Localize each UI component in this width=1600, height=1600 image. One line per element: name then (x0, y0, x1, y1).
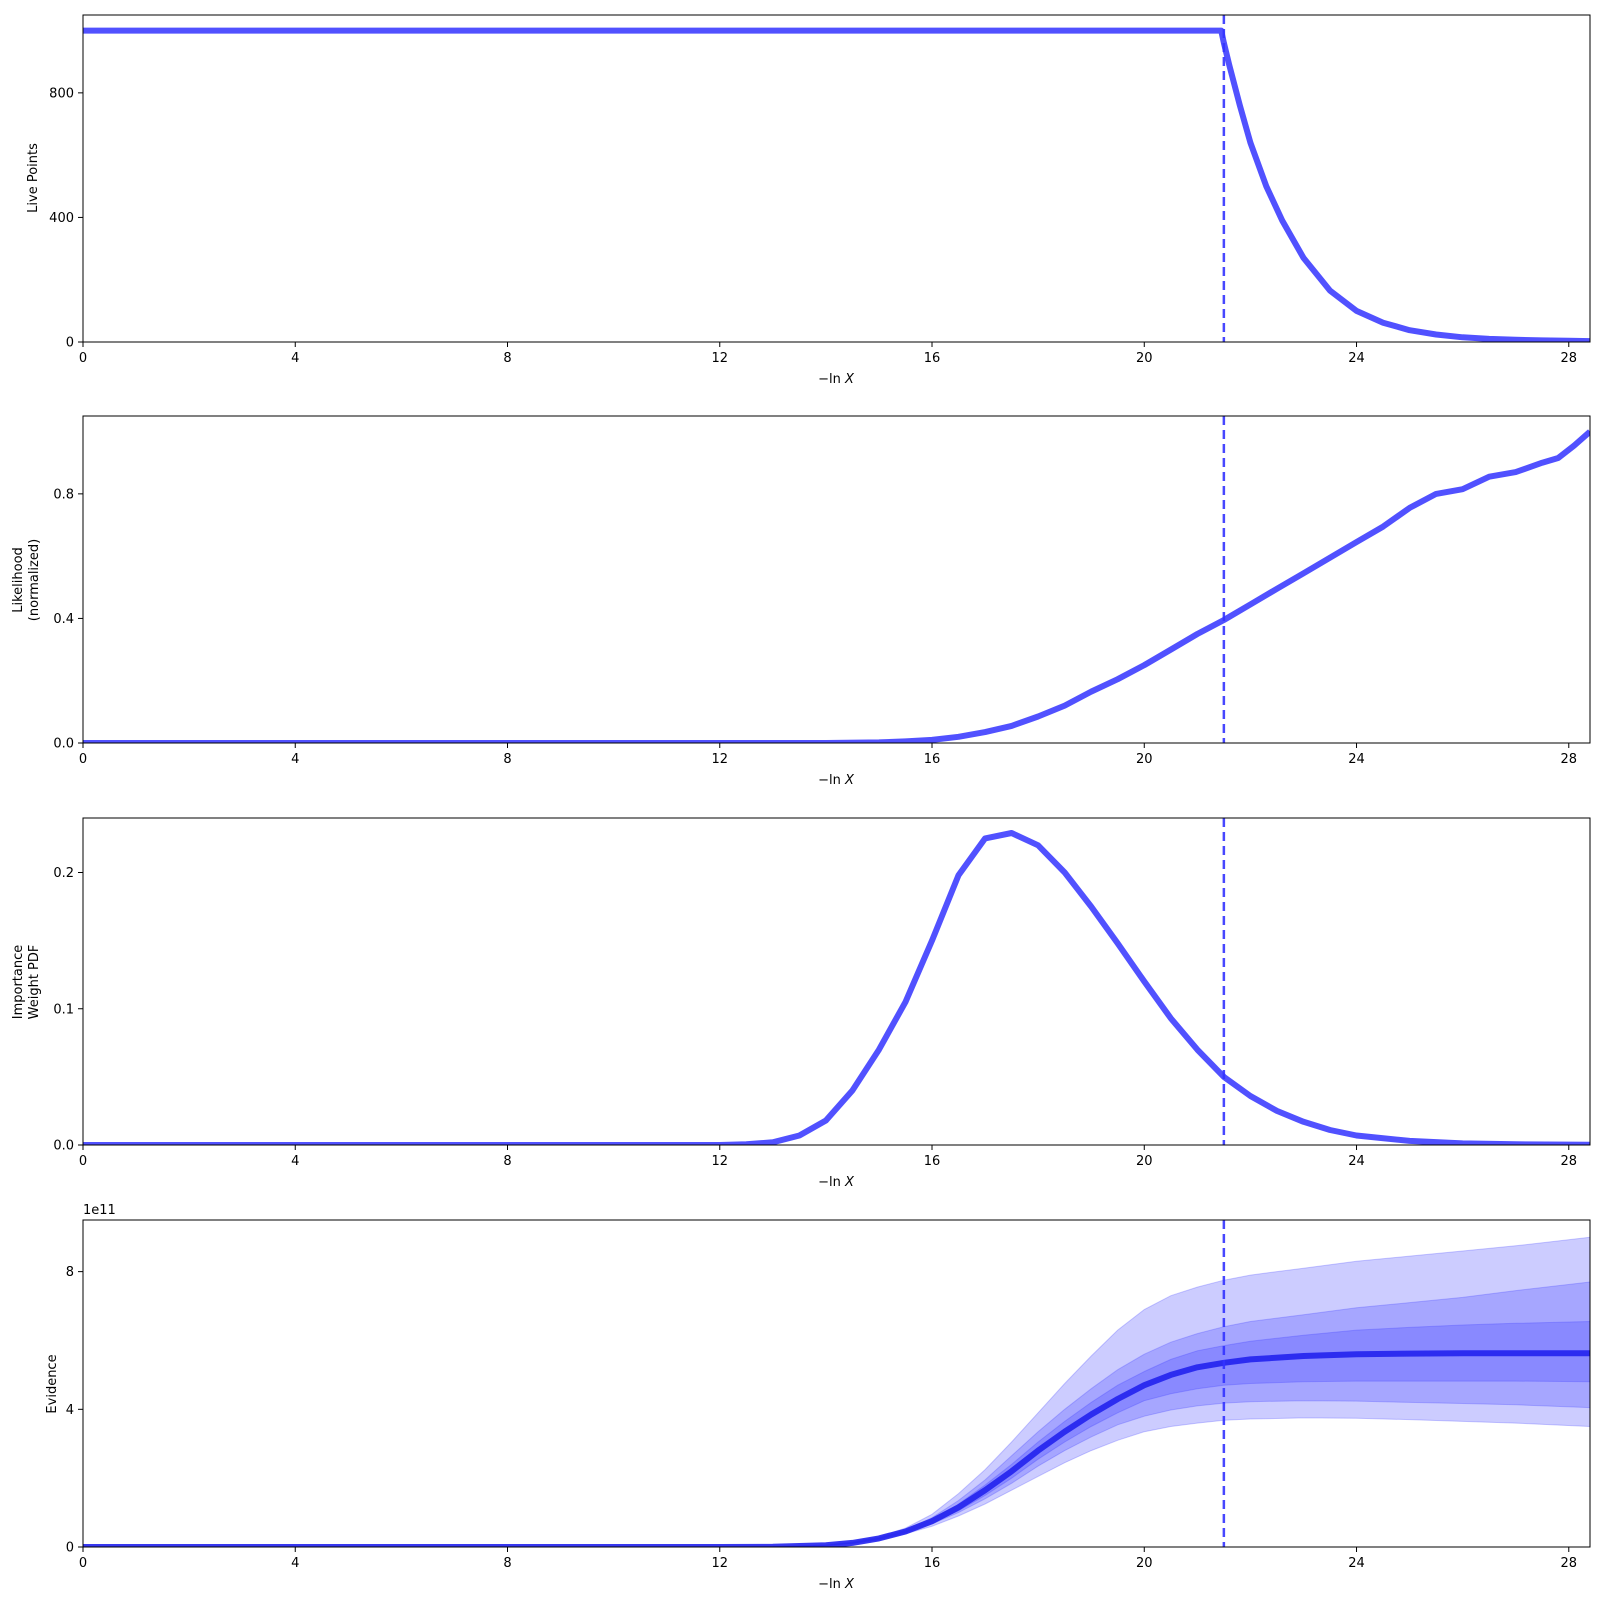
likelihood-xtick-label: 16 (924, 752, 941, 767)
evidence-xtick-label: 20 (1136, 1556, 1153, 1571)
importance-weight-ticks: 0 4 8 12 16 20 24 28 0.0 0.1 0.2 (53, 866, 1577, 1169)
panel-live-points: 0 4 8 12 16 20 24 28 0 400 800 −ln X Live Points (26, 14, 1591, 387)
evidence-xtick-label: 28 (1561, 1556, 1578, 1571)
evidence-ylabel-line: Evidence (45, 1354, 60, 1413)
live-points-xtick-label: 0 (79, 351, 87, 366)
live-points-ytick-label: 400 (49, 211, 74, 226)
evidence-xtick-label: 0 (79, 1556, 87, 1571)
likelihood-ytick-label: 0.8 (53, 487, 74, 502)
likelihood-ticks: 0 4 8 12 16 20 24 28 0.0 0.4 0.8 (53, 487, 1577, 767)
panel-likelihood: 0 4 8 12 16 20 24 28 0.0 0.4 0.8 −ln X Likelihood … (11, 415, 1591, 788)
live-points-plot (83, 15, 1590, 342)
evidence-band-2 (83, 1281, 1590, 1547)
live-points-xtick-label: 4 (291, 351, 299, 366)
evidence-xlabel-var: X (844, 1577, 855, 1592)
live-points-xtick-label: 12 (711, 351, 728, 366)
live-points-ytick-label: 800 (49, 86, 74, 101)
evidence-axes-frame (82, 1219, 1591, 1548)
importance-weight-xtick-label: 8 (503, 1154, 511, 1169)
importance-weight-xtick-label: 28 (1561, 1154, 1578, 1169)
live-points-xlabel-var: X (844, 372, 855, 387)
live-points-clip-group (83, 15, 1590, 342)
likelihood-xtick-label: 24 (1348, 752, 1365, 767)
likelihood-ylabel-line-1: Likelihood (11, 547, 26, 613)
live-points-axes-frame (82, 14, 1591, 343)
likelihood-xtick-label: 8 (503, 752, 511, 767)
evidence-band-1 (83, 1236, 1590, 1547)
likelihood-plot (83, 416, 1590, 743)
evidence-xtick-label: 24 (1348, 1556, 1365, 1571)
live-points-xtick-label: 28 (1561, 351, 1578, 366)
live-points-xlabel-prefix: −ln (818, 372, 841, 387)
live-points-xtick-label: 8 (503, 351, 511, 366)
live-points-series-line (83, 27, 1590, 342)
live-points-ylabel-line: Live Points (26, 143, 41, 213)
evidence-ylabel: Evidence (45, 1354, 60, 1413)
evidence-xlabel: −ln X (818, 1577, 855, 1592)
importance-weight-ytick-label: 0.0 (53, 1139, 74, 1154)
importance-weight-ylabel-line-2: Weight PDF (27, 945, 42, 1020)
importance-weight-xlabel-prefix: −ln (818, 1175, 841, 1190)
evidence-xtick-label: 4 (291, 1556, 299, 1571)
evidence-median-line (83, 1350, 1590, 1547)
evidence-plot (83, 1220, 1590, 1547)
importance-weight-xlabel-var: X (844, 1175, 855, 1190)
likelihood-ytick-label: 0.4 (53, 612, 74, 627)
evidence-band-3 (83, 1320, 1590, 1547)
likelihood-xlabel-prefix: −ln (818, 773, 841, 788)
panel-evidence: 0 4 8 12 16 20 24 28 0 4 8 1e11 −ln X Evidence (45, 1203, 1591, 1592)
evidence-xtick-label: 16 (924, 1556, 941, 1571)
importance-weight-ytick-label: 0.2 (53, 866, 74, 881)
live-points-ytick-label: 0 (66, 336, 74, 351)
likelihood-ylabel: Likelihood (normalized) (11, 539, 42, 621)
importance-weight-xlabel: −ln X (818, 1175, 855, 1190)
importance-weight-xtick-label: 24 (1348, 1154, 1365, 1169)
evidence-clip-group (83, 1220, 1590, 1547)
importance-weight-plot (83, 818, 1590, 1145)
live-points-xlabel: −ln X (818, 372, 855, 387)
likelihood-ytick-label: 0.0 (53, 737, 74, 752)
likelihood-clip-group (83, 416, 1590, 743)
live-points-xtick-label: 20 (1136, 351, 1153, 366)
importance-weight-xtick-label: 4 (291, 1154, 299, 1169)
evidence-offset-label: 1e11 (83, 1203, 116, 1218)
importance-weight-series-line (83, 830, 1590, 1145)
importance-weight-xtick-label: 0 (79, 1154, 87, 1169)
likelihood-xtick-label: 28 (1561, 752, 1578, 767)
evidence-xtick-label: 8 (503, 1556, 511, 1571)
likelihood-xlabel: −ln X (818, 773, 855, 788)
importance-weight-ylabel-line-1: Importance (11, 945, 26, 1020)
live-points-xtick-label: 16 (924, 351, 941, 366)
importance-weight-ylabel: Importance Weight PDF (11, 945, 42, 1020)
importance-weight-axes-frame (82, 817, 1591, 1146)
evidence-ytick-label: 4 (66, 1403, 74, 1418)
importance-weight-xtick-label: 16 (924, 1154, 941, 1169)
likelihood-xtick-label: 0 (79, 752, 87, 767)
importance-weight-xtick-label: 20 (1136, 1154, 1153, 1169)
evidence-xtick-label: 12 (711, 1556, 728, 1571)
evidence-ytick-label: 0 (66, 1541, 74, 1556)
likelihood-xtick-label: 20 (1136, 752, 1153, 767)
evidence-xlabel-prefix: −ln (818, 1577, 841, 1592)
live-points-ticks: 0 4 8 12 16 20 24 28 0 400 800 (49, 86, 1577, 366)
importance-weight-clip-group (83, 818, 1590, 1145)
importance-weight-xtick-label: 12 (711, 1154, 728, 1169)
live-points-ylabel: Live Points (26, 143, 41, 213)
importance-weight-ytick-label: 0.1 (53, 1002, 74, 1017)
likelihood-axes-frame (82, 415, 1591, 744)
likelihood-xlabel-var: X (844, 773, 855, 788)
likelihood-xtick-label: 4 (291, 752, 299, 767)
evidence-ticks: 0 4 8 12 16 20 24 28 0 4 8 (66, 1265, 1577, 1571)
panel-importance-weight: 0 4 8 12 16 20 24 28 0.0 0.1 0.2 −ln X Importance … (11, 817, 1591, 1190)
evidence-ytick-label: 8 (66, 1265, 74, 1280)
likelihood-ylabel-line-2: (normalized) (27, 539, 42, 621)
likelihood-xtick-label: 12 (711, 752, 728, 767)
live-points-xtick-label: 24 (1348, 351, 1365, 366)
